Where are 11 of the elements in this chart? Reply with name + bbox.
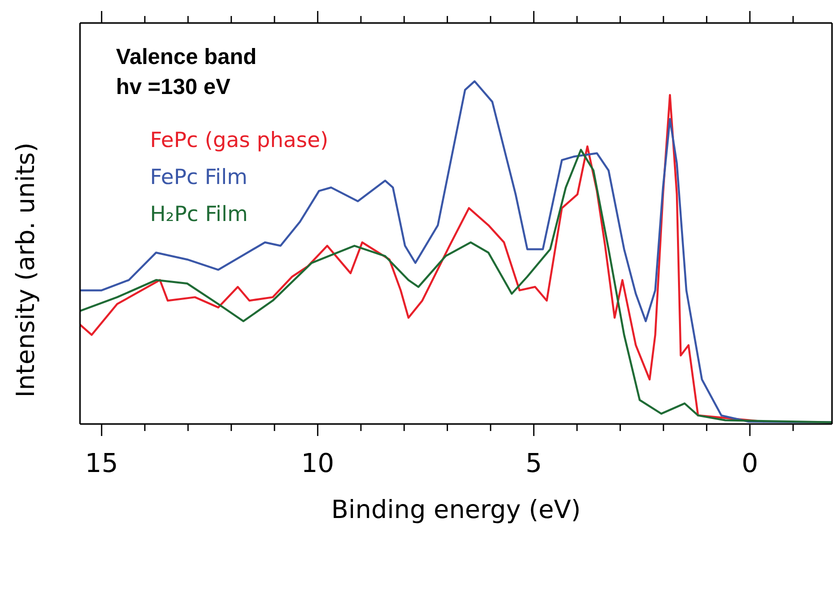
annotation: hv =130 eV: [116, 73, 232, 101]
x-tick-label: 0: [742, 449, 758, 479]
x-tick-label: 5: [526, 449, 542, 479]
text: FePc (gas phase): [150, 127, 328, 154]
x-tick-label: 10: [301, 449, 334, 479]
y-axis-title: Intensity (arb. units): [11, 142, 40, 398]
x-axis-title: Binding energy (eV): [331, 495, 581, 524]
x-tick-label: 15: [85, 449, 118, 479]
text: Valence band: [116, 43, 257, 71]
text: H₂Pc Film: [150, 201, 249, 228]
text: FePc Film: [150, 164, 248, 191]
